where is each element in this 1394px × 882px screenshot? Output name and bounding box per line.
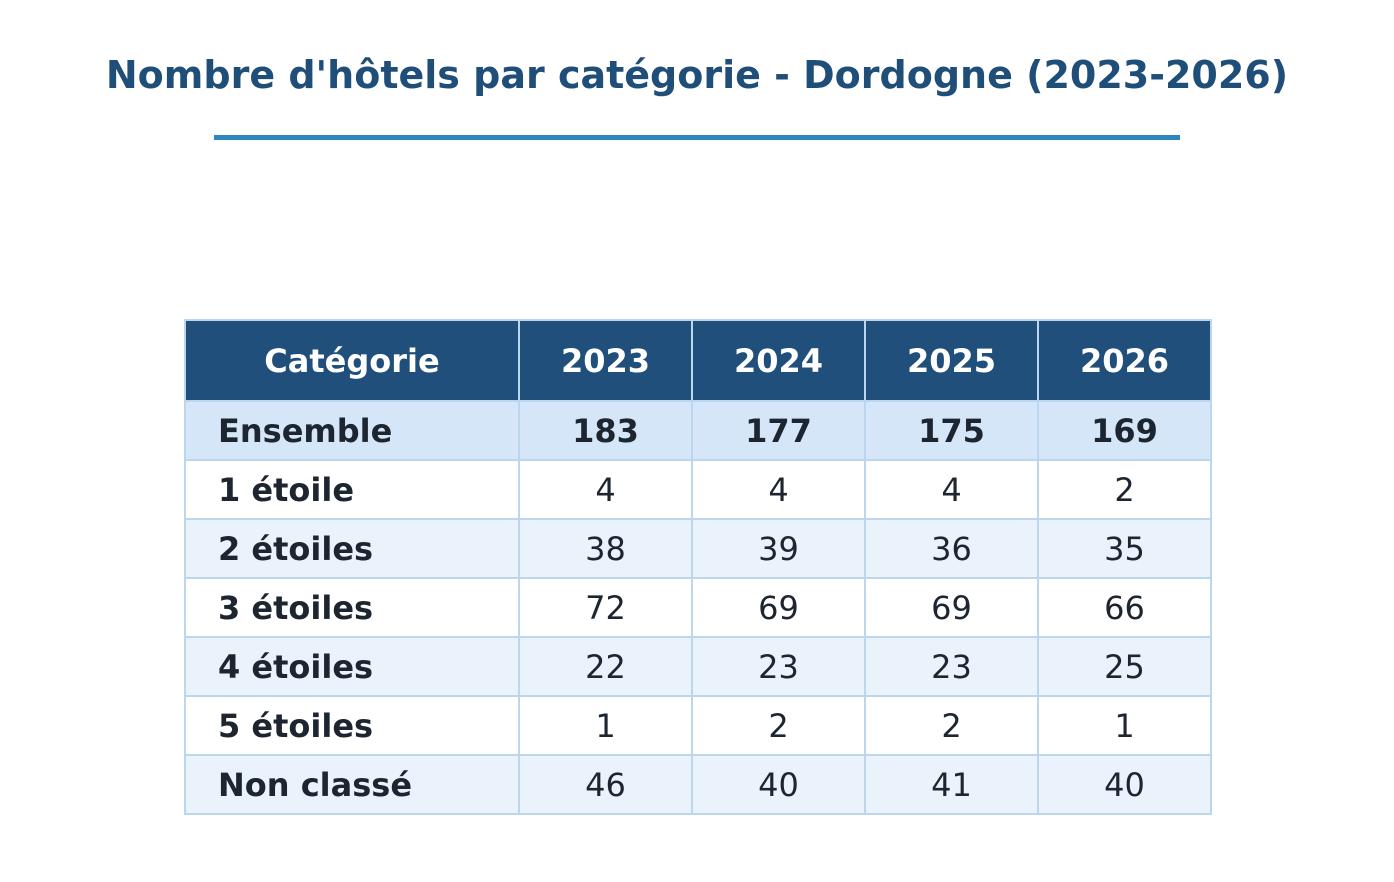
category-cell: 1 étoile <box>184 459 520 520</box>
value-cell-2026: 25 <box>1037 636 1212 697</box>
table-row: 5 étoiles 1 2 2 1 <box>184 695 1212 756</box>
value-cell-2025: 175 <box>864 400 1039 461</box>
title-underline <box>214 135 1180 140</box>
value-cell-2024: 4 <box>691 459 866 520</box>
value-cell-2024: 23 <box>691 636 866 697</box>
category-cell: Non classé <box>184 754 520 815</box>
table-row: 3 étoiles 72 69 69 66 <box>184 577 1212 638</box>
category-cell: 3 étoiles <box>184 577 520 638</box>
value-cell-2026: 40 <box>1037 754 1212 815</box>
value-cell-2023: 46 <box>518 754 693 815</box>
value-cell-2024: 177 <box>691 400 866 461</box>
value-cell-2025: 4 <box>864 459 1039 520</box>
hotel-category-table: Catégorie 2023 2024 2025 2026 Ensemble 183 177… <box>184 319 1212 815</box>
column-header-2023: 2023 <box>518 319 693 402</box>
table-row: 4 étoiles 22 23 23 25 <box>184 636 1212 697</box>
value-cell-2026: 66 <box>1037 577 1212 638</box>
value-cell-2023: 22 <box>518 636 693 697</box>
category-cell: Ensemble <box>184 400 520 461</box>
value-cell-2026: 1 <box>1037 695 1212 756</box>
column-header-category: Catégorie <box>184 319 520 402</box>
category-cell: 5 étoiles <box>184 695 520 756</box>
table-body: Ensemble 183 177 175 169 1 étoile 4 4 4 2 2 étoile… <box>184 400 1212 815</box>
value-cell-2023: 38 <box>518 518 693 579</box>
value-cell-2025: 2 <box>864 695 1039 756</box>
category-cell: 2 étoiles <box>184 518 520 579</box>
column-header-2025: 2025 <box>864 319 1039 402</box>
page-title: Nombre d'hôtels par catégorie - Dordogne… <box>105 53 1289 97</box>
value-cell-2026: 169 <box>1037 400 1212 461</box>
value-cell-2026: 2 <box>1037 459 1212 520</box>
value-cell-2026: 35 <box>1037 518 1212 579</box>
value-cell-2023: 72 <box>518 577 693 638</box>
value-cell-2025: 23 <box>864 636 1039 697</box>
table-row: 1 étoile 4 4 4 2 <box>184 459 1212 520</box>
column-header-2026: 2026 <box>1037 319 1212 402</box>
value-cell-2024: 40 <box>691 754 866 815</box>
value-cell-2025: 41 <box>864 754 1039 815</box>
value-cell-2025: 69 <box>864 577 1039 638</box>
table-row-total: Ensemble 183 177 175 169 <box>184 400 1212 461</box>
table-row: Non classé 46 40 41 40 <box>184 754 1212 815</box>
value-cell-2023: 4 <box>518 459 693 520</box>
value-cell-2023: 183 <box>518 400 693 461</box>
header-row: Catégorie 2023 2024 2025 2026 <box>184 319 1212 402</box>
value-cell-2023: 1 <box>518 695 693 756</box>
table-header: Catégorie 2023 2024 2025 2026 <box>184 319 1212 402</box>
table-row: 2 étoiles 38 39 36 35 <box>184 518 1212 579</box>
value-cell-2024: 69 <box>691 577 866 638</box>
value-cell-2024: 2 <box>691 695 866 756</box>
category-cell: 4 étoiles <box>184 636 520 697</box>
value-cell-2025: 36 <box>864 518 1039 579</box>
column-header-2024: 2024 <box>691 319 866 402</box>
value-cell-2024: 39 <box>691 518 866 579</box>
